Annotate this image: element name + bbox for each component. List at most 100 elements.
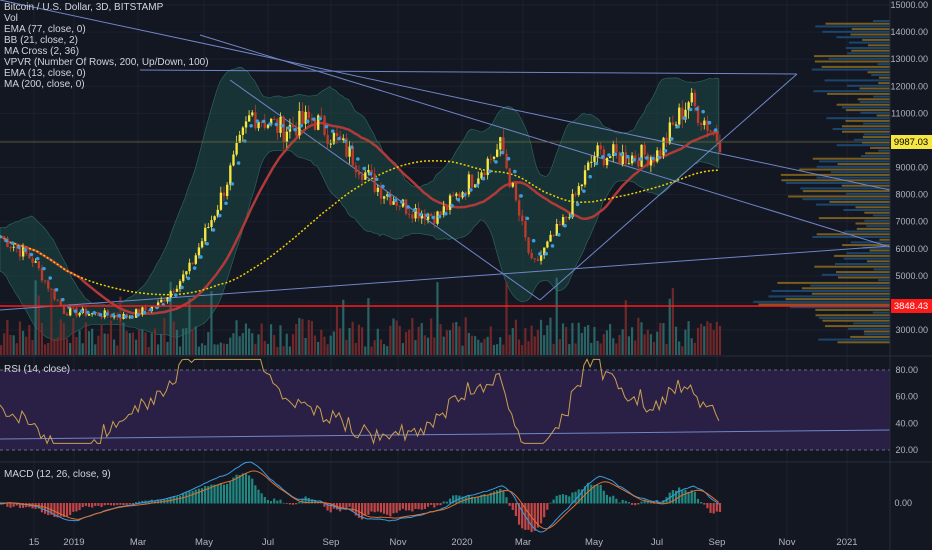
ema13-dot [79,309,84,314]
vpvr-row [867,44,890,47]
candle-body [254,112,257,129]
price-tick-label: 15000.00 [890,0,928,10]
candle-body [495,149,499,157]
candle-body [210,220,213,227]
candle-body [608,156,612,159]
volume-bar [433,337,436,355]
volume-bar [671,287,674,355]
vpvr-row [824,79,890,82]
legend-vpvr[interactable]: VPVR (Number Of Rows, 200, Up/Down, 100) [4,57,209,68]
time-axis[interactable]: 15 2019 Mar May Jul Sep Nov 2020 Mar May Jul Sep Nov… [29,537,858,548]
macd-bar [627,502,631,504]
candle-body [464,192,467,195]
candle-body [260,121,263,123]
legend-ema13[interactable]: EMA (13, close, 0) [4,68,86,79]
macd-bar [119,503,122,505]
volume-bar [163,318,166,355]
volume-bar [65,338,69,355]
macd-bar [423,503,426,509]
macd-bar [602,490,605,504]
volume-bar [28,325,31,355]
volume-bar [25,336,28,355]
macd-bar [715,503,718,512]
legend-vol[interactable]: Vol [4,13,18,24]
volume-bar [709,323,712,355]
rsi-axis[interactable]: 80.00 60.00 40.00 20.00 [895,365,918,455]
ema13-dot [412,208,417,213]
legend-ma200[interactable]: MA (200, close, 0) [4,79,85,90]
macd-bar [106,503,109,505]
candle-body [219,192,223,210]
candle-body [411,214,414,219]
trendline [139,69,798,75]
volume-bar [549,317,552,355]
volume-bar [379,339,383,355]
macd-bar [555,495,558,504]
rsi-legend[interactable]: RSI (14, close) [4,364,71,375]
candle-body [178,281,182,289]
macd-bar [194,489,197,504]
volume-bar [656,331,659,355]
ema13-dot [287,126,291,130]
macd-bar [134,502,138,504]
macd-bar [364,503,367,516]
trendline [0,245,891,311]
vpvr-row [873,95,890,98]
candle-body [222,192,226,197]
volume-bar [222,343,226,355]
volume-bar [147,346,150,355]
legend-macross[interactable]: MA Cross (2, 36) [4,46,80,57]
symbol-title[interactable]: Bitcoin / U.S. Dollar, 3D, BITSTAMP [4,2,164,13]
macd-bar [709,503,712,513]
time-tick-label: 2020 [451,537,472,548]
volume-bar [266,343,270,355]
macd-bar [81,503,84,508]
candle-body [213,216,216,221]
time-tick-label: 15 [29,537,40,548]
legend-bb[interactable]: BB (21, close, 2) [4,35,78,46]
macd-bar [273,498,276,504]
macd-legend[interactable]: MACD (12, 26, close, 9) [4,469,111,480]
volume-bar [213,344,216,355]
candle-body [31,258,34,263]
macd-bar [191,490,194,504]
ema13-dot [337,136,341,141]
candle-body [175,288,179,292]
macd-line [0,461,720,533]
macd-bar [643,499,646,504]
volume-bar [37,295,40,355]
volume-bar [439,324,442,355]
rsi-tick-label: 80.00 [895,365,918,375]
macd-bar [116,503,119,506]
volume-bar [486,336,489,355]
vpvr-row [837,276,890,279]
ema13-dot [550,244,555,248]
volume-bar [335,306,339,355]
macd-bar [426,503,430,507]
price-tick-label: 9000.00 [895,163,928,173]
macd-bar [153,500,157,504]
legend-ema77[interactable]: EMA (77, close, 0) [4,24,86,35]
vpvr-row [846,252,890,255]
candle-body [467,174,471,195]
macd-bar [295,503,298,505]
candle-body [492,156,496,159]
macd-bar [376,503,379,512]
macd-bar [361,503,364,520]
volume-bar [282,346,285,355]
volume-bar [552,344,555,355]
candle-body [414,207,417,219]
volume-bar [373,340,376,355]
ema13-dot [117,313,122,318]
macd-bar [200,488,204,504]
ema13-dot [293,127,297,132]
macd-axis[interactable]: 0.00 [894,498,912,508]
volume-bar [583,326,587,355]
candle-body [423,213,427,220]
time-tick-label: Nov [779,537,796,548]
candle-body [251,112,254,116]
ema13-dot [500,150,505,155]
macd-bar [257,489,260,504]
time-tick-label: Sep [323,537,340,548]
